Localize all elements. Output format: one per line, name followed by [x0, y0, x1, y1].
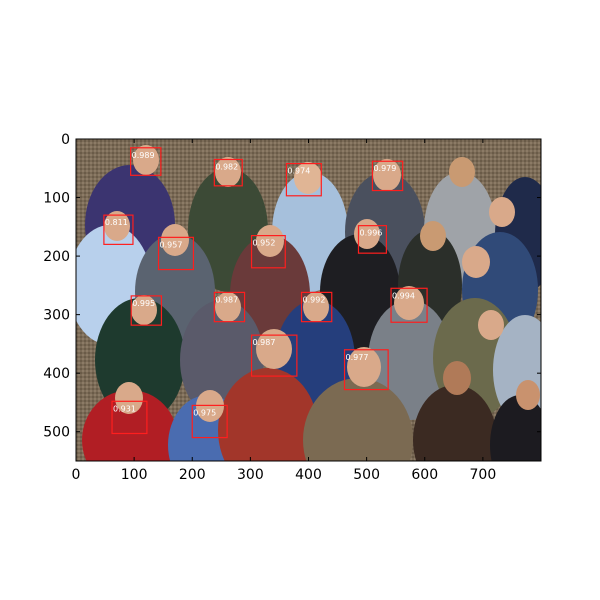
face-box [103, 214, 134, 245]
detection-0: 0.989 [130, 147, 162, 176]
score-label: 0.995 [132, 299, 155, 308]
y-tick-label: 200 [43, 249, 70, 265]
y-tick-label: 300 [43, 308, 70, 324]
x-tick-label: 500 [353, 467, 380, 483]
face-box [130, 147, 162, 176]
detection-7: 0.996 [357, 225, 387, 254]
face-box [285, 162, 322, 197]
score-label: 0.987 [253, 338, 276, 347]
x-axis: 0 100 200 300 400 500 600 700 [72, 139, 497, 483]
x-tick-label: 100 [121, 467, 148, 483]
score-label: 0.987 [215, 295, 238, 304]
score-label: 0.974 [287, 167, 310, 176]
y-tick-label: 100 [43, 191, 70, 207]
detection-6: 0.952 [250, 235, 286, 269]
score-label: 0.979 [373, 164, 396, 173]
x-tick-label: 300 [237, 467, 264, 483]
score-label: 0.996 [359, 229, 382, 238]
detection-14: 0.931 [111, 400, 148, 435]
score-label: 0.989 [132, 151, 155, 160]
x-tick-label: 400 [295, 467, 322, 483]
faces [104, 145, 540, 422]
detection-9: 0.987 [213, 291, 246, 323]
y-axis: 0 100 200 300 400 500 [43, 132, 541, 441]
people-front-row [82, 368, 541, 461]
score-label: 0.992 [303, 295, 326, 304]
face-box [390, 287, 428, 323]
photo [76, 139, 541, 461]
x-tick-label: 600 [411, 467, 438, 483]
face-box [371, 160, 404, 192]
face-box [213, 158, 243, 187]
detection-3: 0.979 [371, 160, 404, 192]
y-tick-label: 0 [61, 132, 70, 148]
x-tick-label: 200 [179, 467, 206, 483]
face-box [191, 404, 228, 439]
detection-13: 0.977 [343, 349, 389, 391]
face-box [300, 291, 333, 323]
face-box [343, 349, 389, 391]
face-box [250, 235, 286, 269]
detection-2: 0.974 [285, 162, 322, 197]
face-box [157, 236, 195, 271]
face-box [357, 225, 387, 254]
detection-4: 0.811 [103, 214, 134, 245]
x-tick-label: 700 [470, 467, 497, 483]
detection-1: 0.982 [213, 158, 243, 187]
score-label: 0.982 [215, 162, 238, 171]
score-label: 0.811 [105, 218, 128, 227]
face-box [130, 295, 163, 326]
x-tick-label: 0 [72, 467, 81, 483]
face-box [111, 400, 148, 435]
score-label: 0.952 [253, 239, 276, 248]
detection-8: 0.995 [130, 295, 163, 326]
score-label: 0.931 [113, 404, 136, 413]
score-label: 0.977 [346, 353, 369, 362]
detection-15: 0.975 [191, 404, 228, 439]
detections: 0.989 0.982 0.974 0.979 0.811 0.957 0.952 0.996… [103, 147, 428, 439]
detection-10: 0.992 [300, 291, 333, 323]
detection-11: 0.994 [390, 287, 428, 323]
y-tick-label: 400 [43, 366, 70, 382]
y-tick-label: 500 [43, 425, 70, 441]
score-label: 0.994 [392, 291, 415, 300]
score-label: 0.957 [160, 240, 183, 249]
score-label: 0.975 [193, 408, 216, 417]
detection-5: 0.957 [157, 236, 195, 271]
detection-12: 0.987 [250, 334, 298, 377]
face-box [250, 334, 298, 377]
face-box [213, 291, 246, 323]
